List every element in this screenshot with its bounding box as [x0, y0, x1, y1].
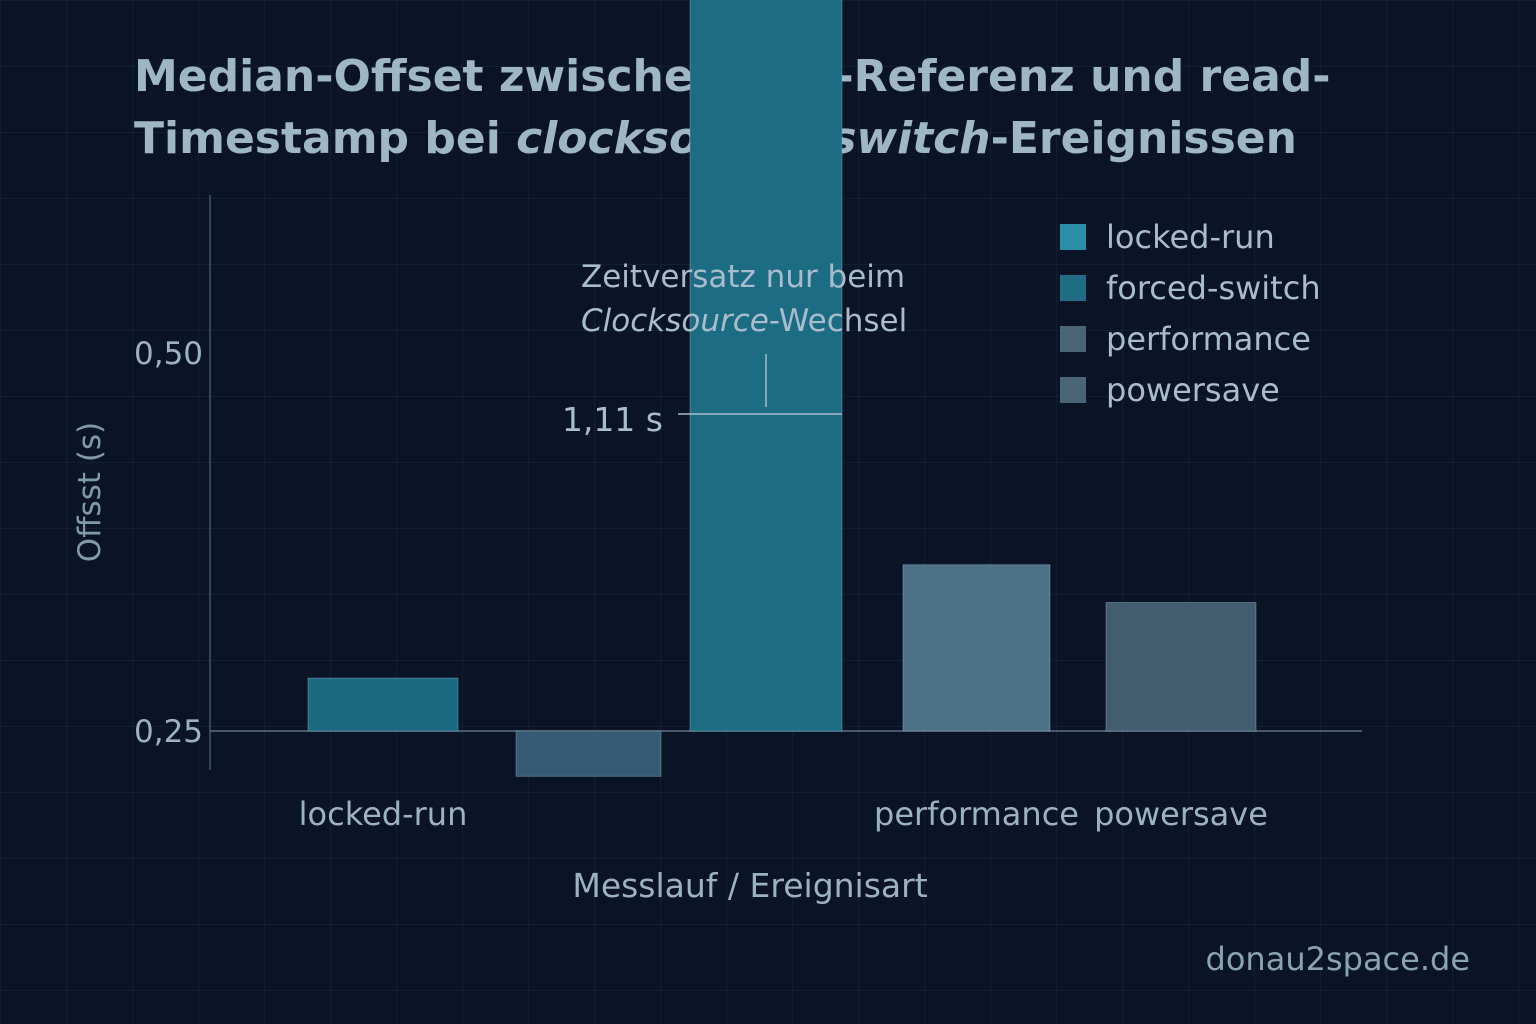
legend-swatch: [1060, 224, 1086, 250]
legend: locked-run forced-switch performance powers…: [1060, 218, 1321, 409]
x-tick-label: powersave: [1094, 795, 1268, 833]
annotation-emph: Clocksource: [581, 303, 769, 339]
annotation-line-2: Clocksource-Wechsel: [581, 303, 907, 339]
bar: [515, 730, 662, 777]
x-axis-label: Messlauf / Ereignisart: [572, 866, 927, 905]
legend-label: performance: [1106, 320, 1311, 358]
source-footer: donau2space.de: [1205, 940, 1470, 978]
bar: [902, 564, 1051, 732]
y-axis-label: Offsst (s): [72, 422, 108, 562]
annotation-line-1: Zeitversatz nur beim: [581, 259, 905, 295]
legend-label: powersave: [1106, 371, 1280, 409]
legend-label: locked-run: [1106, 218, 1275, 256]
y-tick-label: 0,25: [134, 714, 203, 750]
y-tick-label: 0,50: [134, 336, 203, 372]
value-label: 1,11 s: [562, 400, 663, 439]
bar: [307, 677, 459, 732]
bar: [1105, 601, 1257, 732]
legend-swatch: [1060, 377, 1086, 403]
annotation-post: -Wechsel: [769, 303, 907, 339]
legend-swatch: [1060, 275, 1086, 301]
legend-label: forced-switch: [1106, 269, 1321, 307]
x-tick-label: locked-run: [299, 795, 468, 833]
title-part-post: -Ereignissen: [990, 113, 1297, 164]
x-tick-label: performance: [874, 795, 1079, 833]
legend-swatch: [1060, 326, 1086, 352]
